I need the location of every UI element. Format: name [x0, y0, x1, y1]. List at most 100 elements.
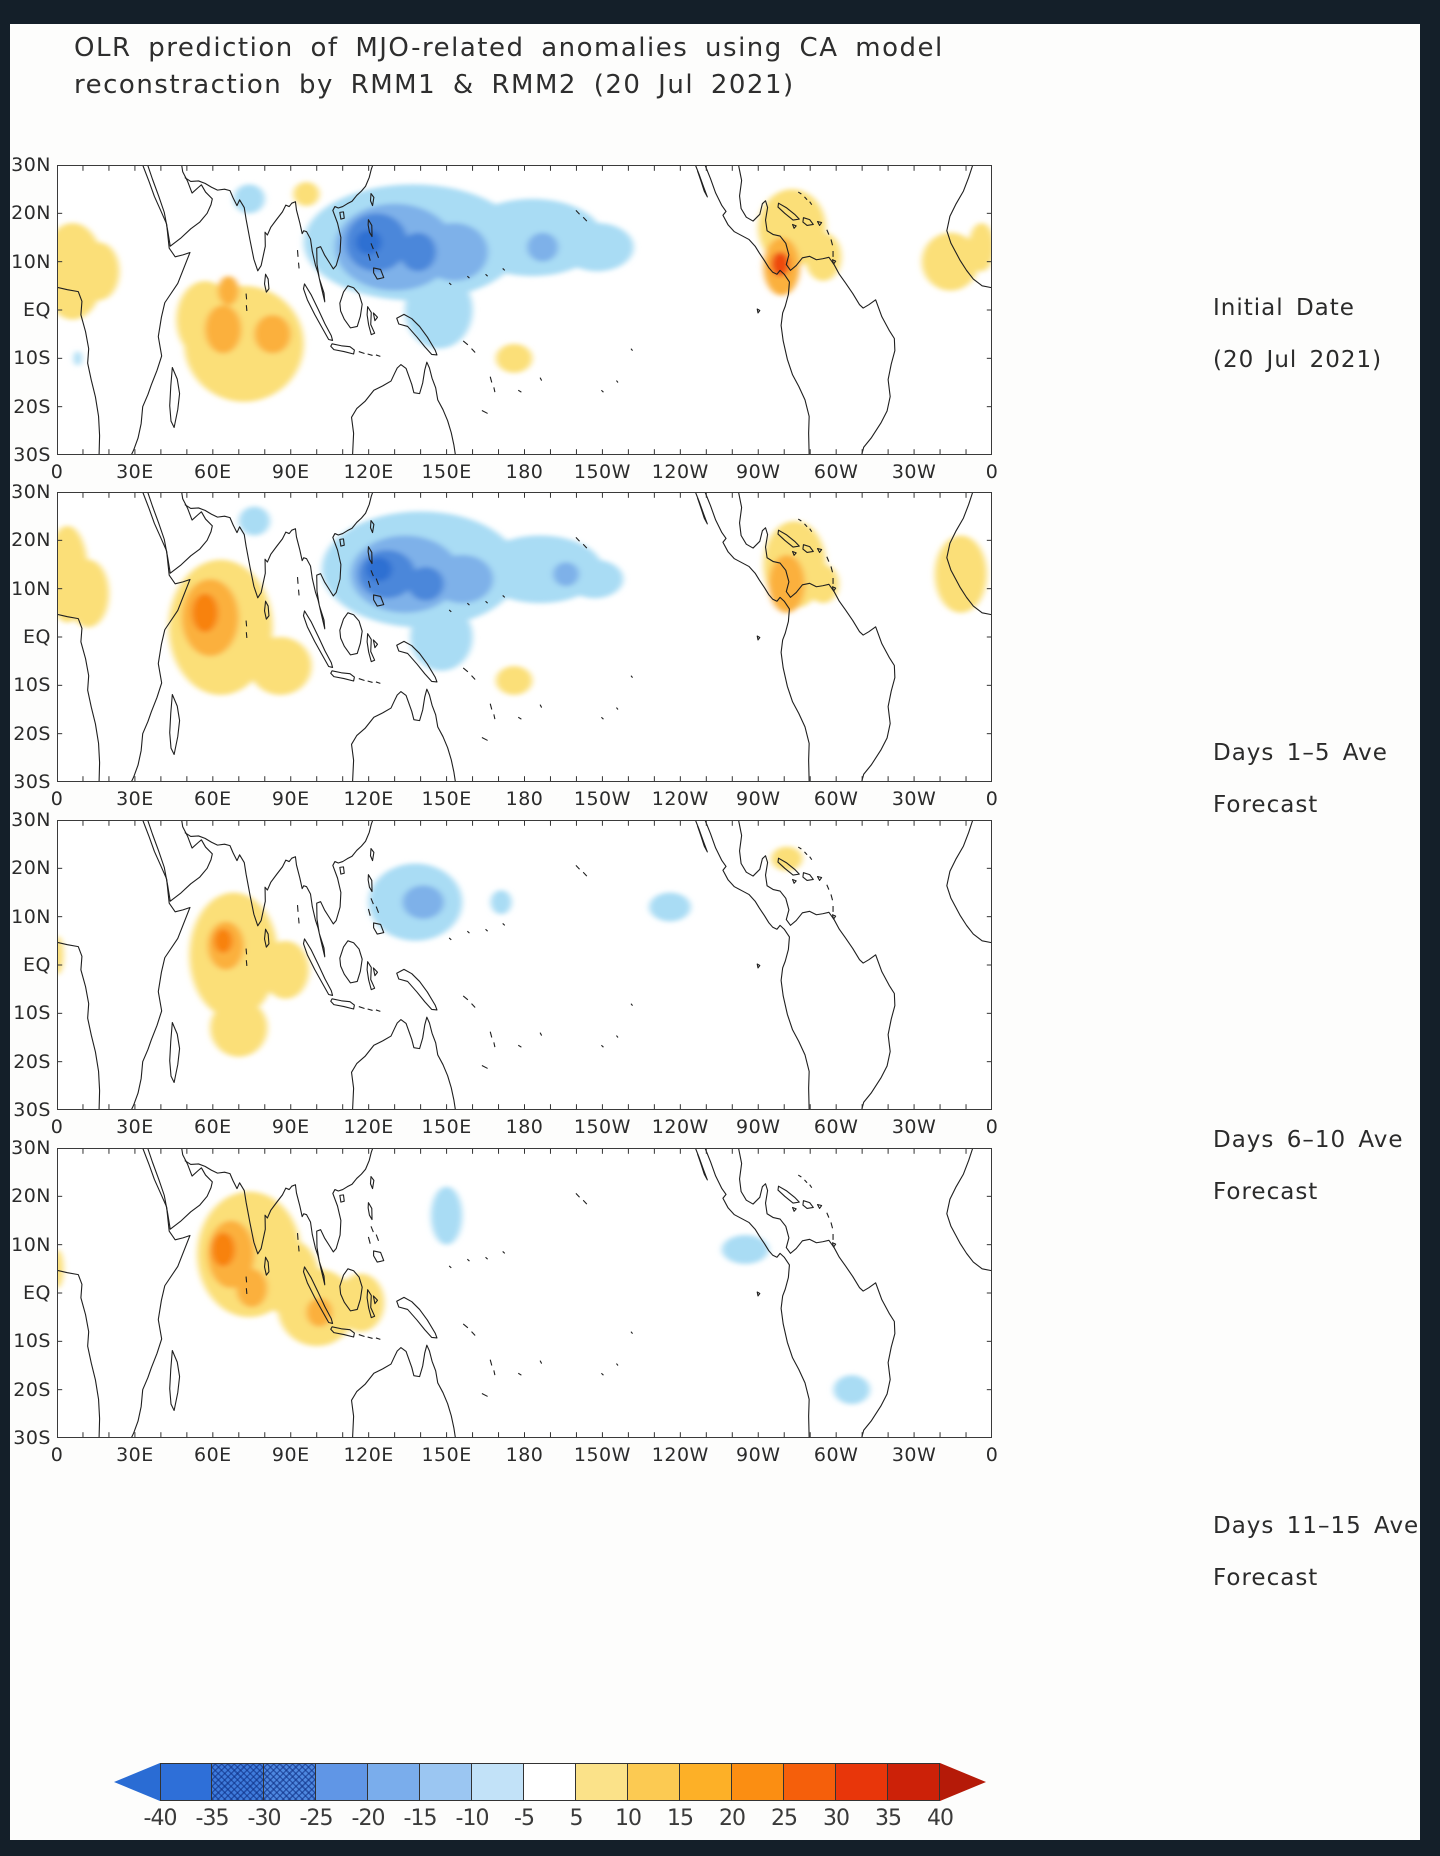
coastline-path	[367, 962, 377, 990]
colorbar-tick-label: -40	[143, 1806, 178, 1831]
coastline-path	[798, 192, 835, 264]
colorbar-tick-label: 10	[615, 1806, 642, 1831]
lon-tick-label: 0	[985, 1116, 999, 1138]
colorbar-tick-label: 40	[927, 1806, 954, 1831]
coastlines	[57, 165, 992, 455]
coastline-path	[367, 307, 377, 335]
lon-tick-label: 180	[505, 1444, 544, 1466]
map-panel-days-11-15	[57, 1148, 992, 1438]
lon-tick-label: 150E	[421, 1116, 472, 1138]
lat-tick-label: 20N	[11, 529, 51, 552]
anomaly-region	[934, 535, 987, 613]
lon-tick-label: 120W	[651, 1116, 709, 1138]
lat-tick-label: 20N	[11, 857, 51, 880]
lon-tick-label: 90W	[736, 1444, 781, 1466]
anomaly-region	[768, 554, 805, 613]
coastline-path	[131, 165, 190, 455]
coastline-path	[705, 165, 809, 455]
lon-tick-label: 180	[505, 788, 544, 810]
coastline-path	[57, 1270, 100, 1438]
coastline-path	[340, 941, 362, 983]
colorbar-tick-label: 35	[875, 1806, 902, 1831]
lon-tick-label: 60W	[813, 1116, 859, 1138]
lon-tick-label: 60E	[193, 1116, 232, 1138]
colorbar-box	[160, 1763, 212, 1801]
anomaly-region	[921, 232, 980, 291]
coastline-path	[131, 1148, 190, 1438]
lon-tick-label: 0	[50, 1116, 64, 1138]
lat-tick-label: 20N	[11, 1185, 51, 1208]
coastline-path	[303, 1267, 332, 1324]
coastline-path	[131, 820, 190, 1110]
coastline-path	[170, 1351, 180, 1411]
lon-tick-label: 30E	[116, 788, 154, 810]
colorbar-box	[316, 1763, 368, 1801]
map-panel-days-1-5	[57, 492, 992, 782]
lat-tick-label: 30N	[11, 1137, 51, 1159]
coastline-path	[778, 203, 799, 220]
colorbar-tick-label: 20	[719, 1806, 746, 1831]
lat-tick-label: 20S	[13, 395, 51, 418]
lon-tick-label: 60W	[813, 788, 859, 810]
map-panel-days-6-10	[57, 820, 992, 1110]
colorbar-tick-label: -20	[351, 1806, 386, 1831]
coastline-path	[352, 1345, 456, 1438]
lon-tick-label: 30E	[116, 461, 154, 483]
coastline-path	[695, 165, 707, 197]
coastline-path	[246, 1193, 632, 1396]
lat-tick-label: 20S	[13, 1378, 51, 1401]
coastline-path	[340, 539, 344, 546]
anomaly-region	[566, 559, 624, 599]
figure-title-line2: reconstraction by RMM1 & RMM2 (20 Jul 20…	[74, 70, 795, 100]
coastline-path	[367, 634, 377, 662]
lat-tick-label: 30S	[13, 444, 51, 466]
lon-tick-label: 90E	[271, 1444, 310, 1466]
lat-tick-label: 20N	[11, 202, 51, 225]
coastline-path	[368, 220, 384, 279]
coastline-path	[340, 1195, 344, 1202]
coastline-path	[739, 820, 895, 1110]
anomaly-region	[233, 184, 265, 214]
lat-tick-label: 30N	[11, 809, 51, 831]
coastline-path	[185, 1148, 373, 1285]
coastline-path	[246, 210, 632, 413]
coastline-path	[947, 165, 992, 288]
anomaly-region	[262, 940, 309, 999]
lon-tick-label: 120E	[343, 1444, 394, 1466]
coastline-path	[739, 492, 895, 782]
coastline-path	[246, 537, 632, 740]
coastline-path	[359, 1335, 381, 1340]
map-svg-days-11-15	[57, 1148, 992, 1438]
coastline-path	[340, 867, 344, 874]
lon-tick-label: 0	[985, 461, 999, 483]
anomaly-region	[214, 928, 233, 953]
coastline-path	[57, 614, 100, 782]
anomaly-region	[192, 593, 219, 633]
lat-tick-label: 30S	[13, 1427, 51, 1449]
lat-tick-label: 20S	[13, 722, 51, 745]
colorbar-tick-label: -15	[403, 1806, 438, 1831]
anomaly-region	[399, 232, 437, 272]
coastline-path	[370, 849, 373, 861]
colorbar-tick-label: -25	[299, 1806, 334, 1831]
anomaly-region	[490, 890, 512, 915]
colorbar-tick-label: -10	[455, 1806, 490, 1831]
coastline-path	[131, 492, 190, 782]
lat-tick-label: 10S	[13, 347, 51, 370]
anomaly-region	[210, 998, 268, 1057]
coastline-path	[397, 1297, 437, 1338]
coastline-path	[352, 1017, 456, 1110]
anomaly-region	[495, 666, 533, 695]
coastline-path	[185, 165, 373, 302]
lon-tick-label: 120E	[343, 461, 394, 483]
coastline-path	[695, 820, 707, 852]
anomaly-region	[205, 305, 242, 354]
coastline-path	[368, 547, 384, 606]
colorbar-tick-label: 25	[771, 1806, 798, 1831]
lon-tick-label: 0	[50, 1444, 64, 1466]
anomaly-region	[553, 562, 580, 587]
anomaly-region	[833, 1375, 870, 1405]
coastline-path	[739, 165, 895, 455]
map-svg-days-1-5	[57, 492, 992, 782]
anomaly-region	[431, 554, 494, 604]
